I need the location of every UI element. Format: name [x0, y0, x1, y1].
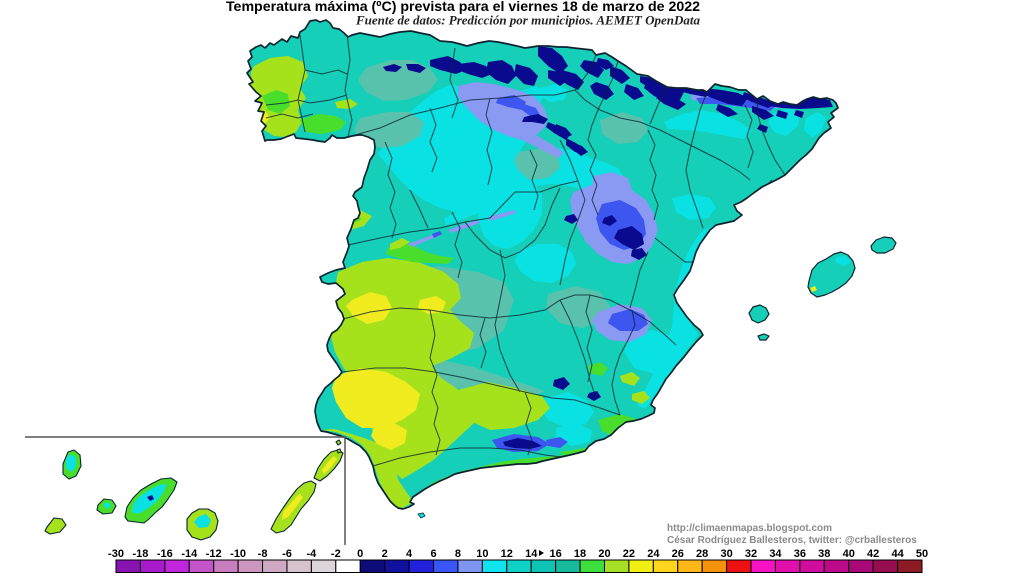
- svg-text:50: 50: [916, 548, 928, 560]
- svg-text:2: 2: [382, 548, 388, 560]
- svg-text:8: 8: [455, 548, 461, 560]
- svg-text:30: 30: [720, 548, 732, 560]
- svg-text:40: 40: [843, 548, 855, 560]
- svg-text:34: 34: [769, 548, 782, 560]
- svg-text:6: 6: [430, 548, 436, 560]
- svg-text:-16: -16: [157, 548, 173, 560]
- svg-text:-8: -8: [258, 548, 268, 560]
- svg-text:42: 42: [867, 548, 879, 560]
- svg-text:38: 38: [818, 548, 830, 560]
- svg-text:28: 28: [696, 548, 708, 560]
- svg-text:10: 10: [476, 548, 488, 560]
- svg-text:12: 12: [501, 548, 513, 560]
- svg-text:-12: -12: [206, 548, 222, 560]
- svg-text:18: 18: [574, 548, 586, 560]
- svg-text:http://climaenmapas.blogspot.c: http://climaenmapas.blogspot.com: [667, 523, 832, 534]
- svg-text:-10: -10: [230, 548, 246, 560]
- svg-text:22: 22: [623, 548, 635, 560]
- svg-text:16: 16: [550, 548, 562, 560]
- svg-text:32: 32: [745, 548, 757, 560]
- svg-text:Fuente de datos: Predicción po: Fuente de datos: Predicción por municipi…: [355, 13, 701, 28]
- svg-text:14: 14: [525, 548, 538, 560]
- svg-text:-4: -4: [306, 548, 317, 560]
- svg-text:-18: -18: [132, 548, 148, 560]
- svg-text:44: 44: [891, 548, 904, 560]
- svg-text:36: 36: [794, 548, 806, 560]
- svg-text:24: 24: [647, 548, 660, 560]
- svg-text:4: 4: [406, 548, 413, 560]
- svg-text:-6: -6: [282, 548, 292, 560]
- svg-text:César Rodríguez Ballesteros, t: César Rodríguez Ballesteros, twitter: @c…: [667, 535, 917, 546]
- svg-text:-14: -14: [181, 548, 198, 560]
- svg-text:Temperatura máxima (ºC) previs: Temperatura máxima (ºC) prevista para el…: [226, 0, 700, 15]
- svg-text:20: 20: [598, 548, 610, 560]
- svg-text:-2: -2: [331, 548, 341, 560]
- svg-text:26: 26: [672, 548, 684, 560]
- svg-text:0: 0: [357, 548, 363, 560]
- svg-text:-30: -30: [108, 548, 124, 560]
